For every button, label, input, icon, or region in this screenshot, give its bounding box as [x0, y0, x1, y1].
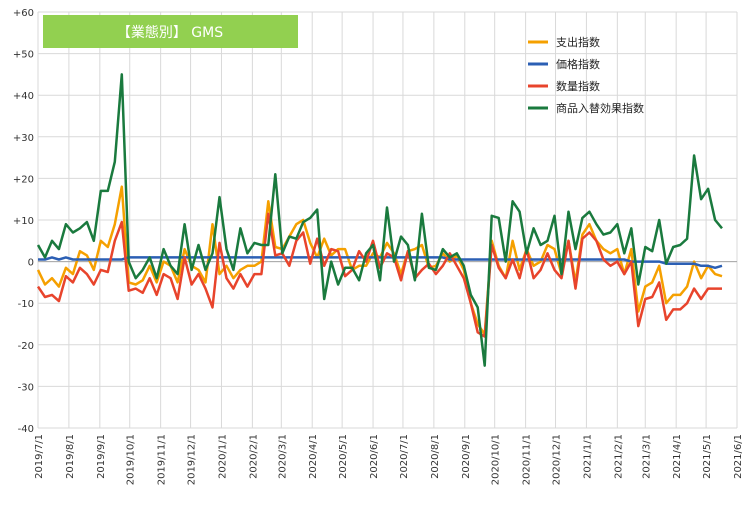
legend-label: 数量指数: [556, 79, 600, 93]
x-tick-label: 2020/11/1: [522, 434, 533, 485]
y-tick-label: +30: [13, 133, 34, 144]
x-tick-label: 2020/7/1: [399, 434, 410, 479]
x-tick-label: 2019/11/1: [157, 434, 168, 485]
x-tick-label: 2021/1/1: [582, 434, 593, 479]
legend-label: 価格指数: [556, 57, 600, 71]
title-background: [43, 15, 298, 48]
x-tick-label: 2021/4/1: [672, 434, 683, 479]
x-tick-label: 2019/9/1: [96, 434, 107, 479]
x-tick-label: 2020/3/1: [277, 434, 288, 479]
x-tick-label: 2019/10/1: [126, 434, 137, 485]
x-tick-label: 2020/10/1: [491, 434, 502, 485]
y-tick-label: +20: [13, 174, 34, 185]
y-tick-label: 0: [28, 258, 34, 269]
x-tick-label: 2021/5/1: [702, 434, 713, 479]
x-tick-label: 2019/12/1: [187, 434, 198, 485]
x-tick-label: 2020/5/1: [338, 434, 349, 479]
y-tick-label: -40: [18, 424, 34, 435]
series-line-4: [36, 73, 723, 367]
x-tick-label: 2020/4/1: [308, 434, 319, 479]
title-box: 【業態別】 GMS: [43, 15, 298, 48]
y-tick-label: +60: [13, 8, 34, 19]
y-axis-tick-labels: -40 -30 -20 -10 0 +10 +20 +30 +40 +50 +60: [13, 8, 34, 435]
series-line-2: [38, 256, 723, 270]
x-tick-label: 2020/2/1: [248, 434, 259, 479]
x-tick-label: 2020/8/1: [430, 434, 441, 479]
y-tick-label: +10: [13, 216, 34, 227]
x-tick-label: 2021/6/1: [733, 434, 742, 479]
y-tick-label: -10: [18, 299, 34, 310]
chart-title: 【業態別】 GMS: [117, 25, 223, 41]
x-tick-label: 2020/6/1: [369, 434, 380, 479]
legend-label: 支出指数: [556, 35, 600, 49]
y-tick-label: -20: [18, 341, 34, 352]
legend-label: 商品入替効果指数: [556, 101, 644, 115]
y-tick-label: +50: [13, 50, 34, 61]
x-tick-label: 2019/8/1: [65, 434, 76, 479]
series-lines: [36, 73, 723, 367]
x-tick-label: 2020/9/1: [461, 434, 472, 479]
x-tick-label: 2019/7/1: [34, 434, 45, 479]
y-tick-label: -30: [18, 382, 34, 393]
x-tick-label: 2021/2/1: [613, 434, 624, 479]
x-tick-label: 2021/3/1: [641, 434, 652, 479]
x-axis-tick-labels: 2019/7/1 2019/8/1 2019/9/1 2019/10/1 2019/11…: [34, 434, 742, 485]
x-tick-label: 2020/12/1: [552, 434, 563, 485]
x-tick-label: 2020/1/1: [217, 434, 228, 479]
y-tick-label: +40: [13, 91, 34, 102]
